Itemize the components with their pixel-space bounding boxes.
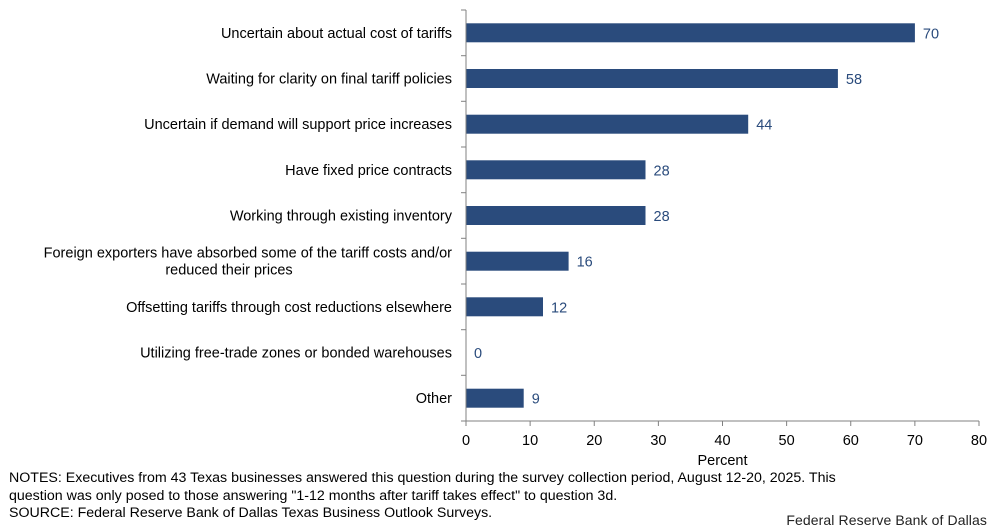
notes-line: question was only posed to those answeri… bbox=[9, 487, 618, 504]
bar-chart: 70 Uncertain about actual cost of tariffs… bbox=[44, 9, 987, 469]
data-label: 70 bbox=[923, 26, 939, 42]
x-tick-label: 0 bbox=[462, 433, 470, 449]
bar bbox=[466, 297, 543, 317]
x-tick-label: 60 bbox=[843, 433, 859, 449]
bar bbox=[466, 23, 915, 43]
source-line: SOURCE: Federal Reserve Bank of Dallas T… bbox=[9, 505, 493, 521]
data-label: 16 bbox=[577, 255, 593, 271]
bar bbox=[466, 114, 749, 134]
category-label: Offsetting tariffs through cost reductio… bbox=[126, 300, 452, 316]
data-label: 58 bbox=[846, 72, 862, 88]
x-tick-label: 50 bbox=[779, 433, 795, 449]
credit-text: Federal Reserve Bank of Dallas bbox=[786, 512, 987, 528]
x-tick-label: 10 bbox=[522, 433, 538, 449]
x-tick-label: 70 bbox=[907, 433, 923, 449]
category-label: Uncertain if demand will support price i… bbox=[144, 117, 452, 133]
category-label: Other bbox=[416, 391, 452, 407]
bar bbox=[466, 160, 646, 180]
category-label: Working through existing inventory bbox=[230, 209, 453, 225]
category-label: Have fixed price contracts bbox=[285, 163, 452, 179]
category-label: Waiting for clarity on final tariff poli… bbox=[206, 72, 452, 88]
x-tick-label: 30 bbox=[650, 433, 666, 449]
category-label: Utilizing free-trade zones or bonded war… bbox=[140, 346, 452, 362]
data-label: 28 bbox=[654, 163, 670, 179]
data-label: 9 bbox=[532, 392, 540, 408]
data-label: 12 bbox=[551, 300, 567, 316]
x-tick-label: 20 bbox=[586, 433, 602, 449]
bar bbox=[466, 206, 646, 225]
x-tick-label: 40 bbox=[714, 433, 730, 449]
bar bbox=[466, 69, 838, 88]
data-label: 44 bbox=[756, 118, 772, 134]
x-axis-title: Percent bbox=[698, 453, 748, 469]
bar bbox=[466, 251, 569, 271]
notes-block: NOTES: Executives from 43 Texas business… bbox=[9, 470, 969, 523]
bar bbox=[466, 388, 524, 408]
x-tick-label: 80 bbox=[971, 433, 987, 449]
data-label: 28 bbox=[654, 209, 670, 225]
category-label: Uncertain about actual cost of tariffs bbox=[221, 26, 452, 42]
data-label: 0 bbox=[474, 346, 482, 362]
category-label: Foreign exporters have absorbed some of … bbox=[44, 246, 453, 279]
notes-line: NOTES: Executives from 43 Texas business… bbox=[9, 470, 836, 486]
